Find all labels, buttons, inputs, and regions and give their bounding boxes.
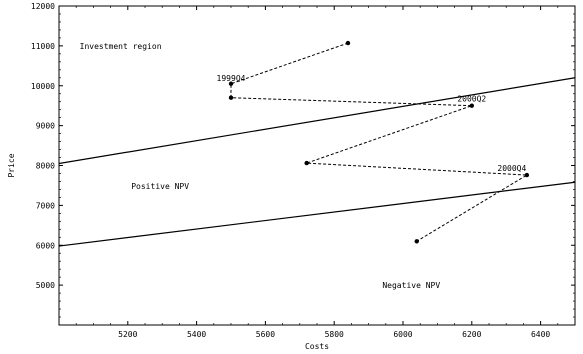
x-tick-label: 5400 <box>187 330 206 339</box>
boundary-line-1 <box>58 77 576 165</box>
x-tick-label: 6200 <box>462 330 481 339</box>
x-ticks: 5200 5400 5600 5800 6000 6200 6400 <box>75 6 576 339</box>
y-tick-label: 7000 <box>36 201 55 210</box>
y-axis-label: Price <box>7 153 16 177</box>
data-point <box>228 95 234 100</box>
y-tick-label: 5000 <box>36 281 55 290</box>
data-points: 1999Q4 2000Q2 2000Q4 <box>217 40 530 244</box>
point-label: 2000Q2 <box>457 95 486 104</box>
data-point <box>469 103 474 108</box>
x-axis-label: Costs <box>305 342 329 351</box>
annotation: Negative NPV <box>382 281 440 290</box>
data-point <box>228 81 234 86</box>
dashed-path <box>230 42 529 242</box>
x-tick-label: 5800 <box>325 330 344 339</box>
data-point <box>414 239 419 244</box>
boundary-line-2 <box>58 181 576 247</box>
annotations: Investment region Positive NPV Negative NP… <box>80 42 441 290</box>
y-tick-label: 8000 <box>36 162 55 171</box>
annotation: Investment region <box>80 42 162 51</box>
point-label: 1999Q4 <box>217 74 246 83</box>
y-tick-label: 12000 <box>31 2 55 11</box>
y-tick-label: 9000 <box>36 122 55 131</box>
x-tick-label: 6000 <box>393 330 412 339</box>
boundary-lines <box>58 77 576 247</box>
y-tick-label: 6000 <box>36 241 55 250</box>
point-label: 2000Q4 <box>497 164 526 173</box>
data-point <box>304 160 309 166</box>
path-line <box>230 42 529 242</box>
y-tick-label: 11000 <box>31 42 55 51</box>
annotation: Positive NPV <box>131 182 189 191</box>
y-ticks: 5000 6000 7000 8000 9000 10000 11000 12000 <box>31 2 575 318</box>
data-point <box>524 172 530 178</box>
x-tick-label: 5200 <box>118 330 137 339</box>
y-tick-label: 10000 <box>31 82 55 91</box>
data-point <box>345 40 351 46</box>
x-tick-label: 6400 <box>531 330 550 339</box>
x-tick-label: 5600 <box>256 330 275 339</box>
